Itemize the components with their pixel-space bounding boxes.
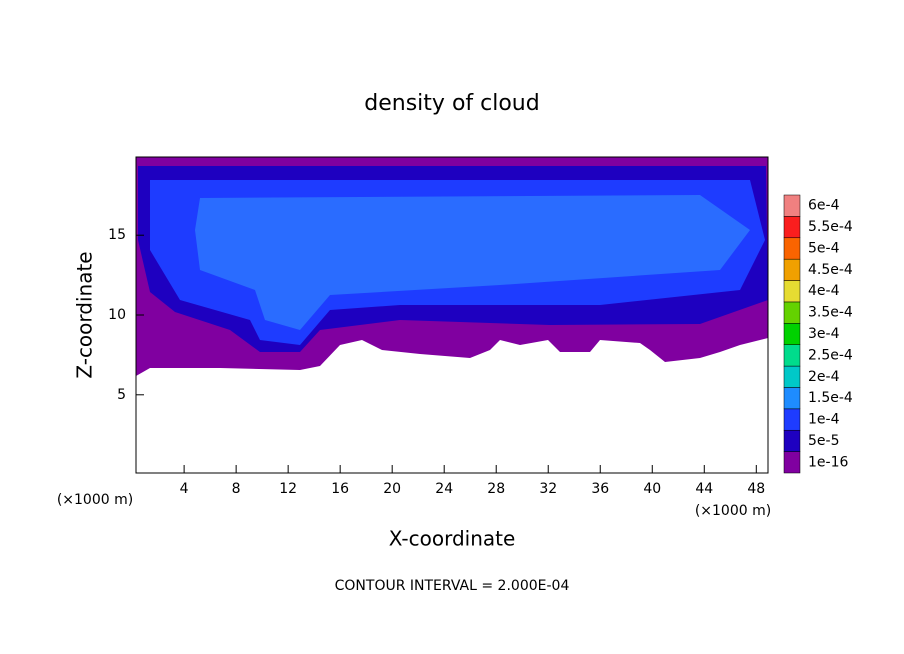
colorbar-label: 5e-4 — [808, 240, 840, 256]
colorbar-label: 4.5e-4 — [808, 262, 853, 278]
colorbar-box — [783, 323, 801, 345]
colorbar-box — [783, 408, 801, 431]
x-tick-label: 16 — [331, 481, 349, 497]
x-tick-label: 4 — [180, 481, 189, 497]
y-tick-label: 15 — [108, 227, 126, 243]
x-tick-label: 40 — [643, 481, 661, 497]
x-tick-label: 8 — [232, 481, 241, 497]
colorbar-label: 2e-4 — [808, 369, 840, 385]
colorbar-label: 5e-5 — [808, 433, 839, 449]
colorbar-box — [783, 258, 801, 281]
colorbar-label: 2.5e-4 — [808, 347, 853, 363]
colorbar-label: 4e-4 — [808, 283, 840, 299]
x-axis-unit: (×1000 m) — [57, 492, 133, 508]
colorbar-box — [783, 194, 801, 217]
x-tick-label: 12 — [279, 481, 297, 497]
x-axis-label: X-coordinate — [389, 527, 516, 551]
colorbar-label: 3e-4 — [808, 326, 840, 342]
x-tick-label: 48 — [747, 481, 765, 497]
cloud-region — [195, 195, 750, 330]
colorbar-label: 1e-16 — [808, 454, 848, 470]
chart-title: density of cloud — [364, 91, 539, 116]
annotation: CONTOUR INTERVAL = 2.000E-04 — [335, 578, 570, 594]
x-axis-unit: (×1000 m) — [695, 503, 771, 519]
colorbar-box — [783, 301, 801, 324]
x-tick-label: 44 — [695, 481, 713, 497]
colorbar-label: 6e-4 — [808, 198, 840, 214]
x-tick-label: 32 — [539, 481, 557, 497]
x-tick-label: 24 — [435, 481, 453, 497]
colorbar-box — [783, 280, 801, 303]
colorbar-label: 5.5e-4 — [808, 219, 853, 235]
colorbar-box — [783, 237, 801, 260]
colorbar-box — [783, 344, 801, 367]
contour-field — [135, 156, 769, 474]
y-axis-label: Z-coordinate — [73, 251, 97, 378]
y-tick-label: 10 — [108, 307, 126, 323]
colorbar-box — [783, 216, 801, 239]
x-tick-label: 20 — [383, 481, 401, 497]
x-tick-label: 28 — [487, 481, 505, 497]
colorbar-box — [783, 365, 801, 388]
colorbar-box — [783, 387, 801, 410]
y-tick-label: 5 — [117, 387, 126, 403]
colorbar-label: 1e-4 — [808, 412, 840, 428]
colorbar-box — [783, 429, 801, 452]
x-tick-label: 36 — [591, 481, 609, 497]
colorbar-label: 1.5e-4 — [808, 390, 853, 406]
colorbar-label: 3.5e-4 — [808, 305, 853, 321]
colorbar-box — [783, 451, 801, 474]
